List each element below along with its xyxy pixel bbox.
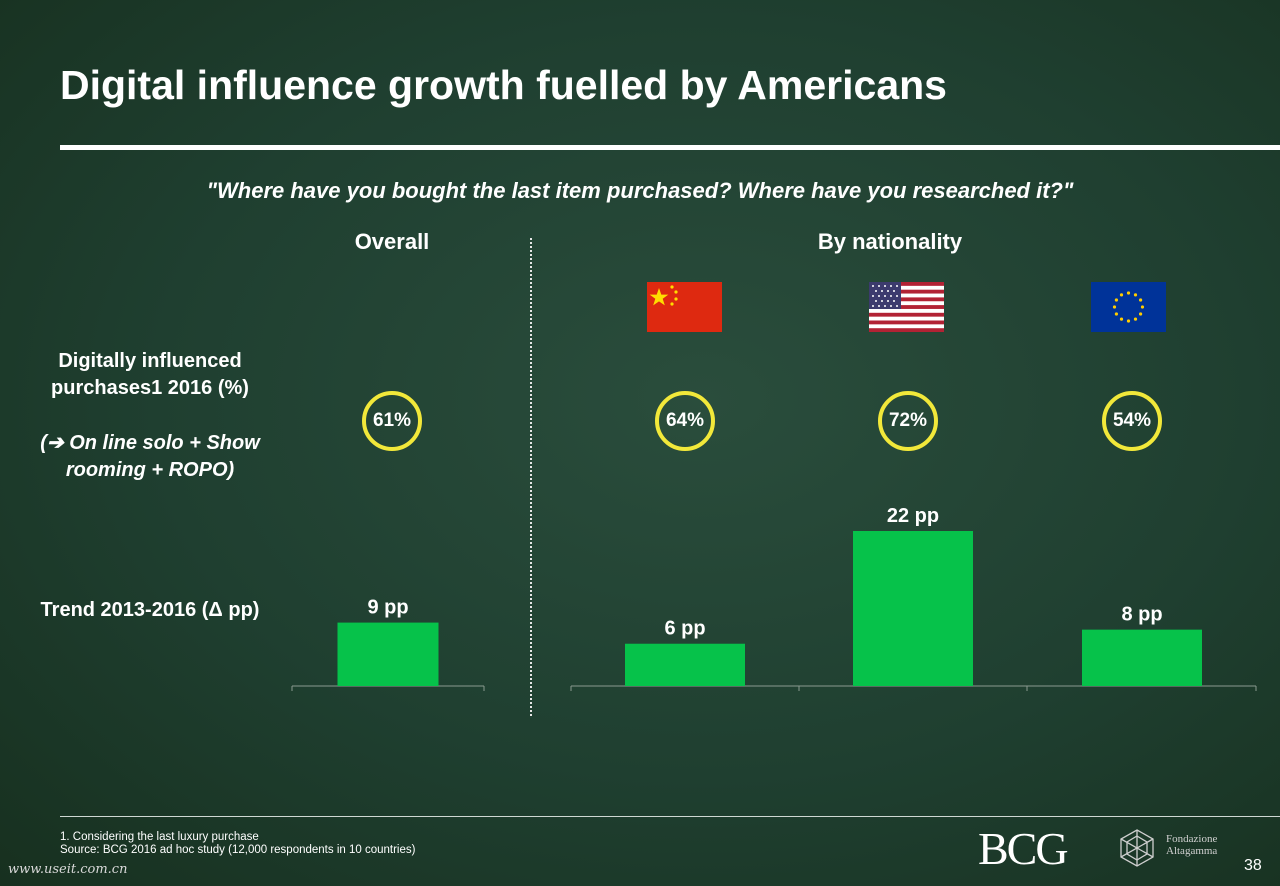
title-rule (60, 145, 1280, 150)
section-divider (530, 238, 532, 716)
usa-percentage-badge: 72% (878, 391, 938, 451)
eu-flag-icon (1091, 282, 1166, 332)
bar-china (625, 643, 745, 686)
overall-header: Overall (354, 229, 430, 254)
footnote-line-1: 1. Considering the last luxury purchase (60, 831, 259, 843)
overall-percentage-badge: 61% (362, 391, 422, 451)
page-number: 38 (1244, 857, 1262, 874)
bar-usa (853, 531, 973, 686)
bar-label-china: 6 pp (664, 618, 705, 640)
survey-question: "Where have you bought the last item pur… (206, 178, 1074, 203)
bar-label-usa: 22 pp (887, 505, 939, 527)
fondazione-altagamma-text: Fondazione Altagamma (1166, 833, 1218, 857)
trend-label: Trend 2013-2016 (Δ pp) (40, 599, 260, 621)
china-percentage-badge: 64% (655, 391, 715, 451)
page-title: Digital influence growth fuelled by Amer… (60, 62, 947, 108)
footnote: 1. Considering the last luxury purchase … (60, 831, 415, 857)
bar-overall (337, 622, 439, 686)
watermark: www.useit.com.cn (8, 862, 128, 877)
footnote-source: Source: BCG 2016 ad hoc study (12,000 re… (60, 844, 416, 856)
footer-rule (60, 816, 1280, 817)
europe-percentage-badge: 54% (1102, 391, 1162, 451)
digital-influence-note: (➔ On line solo + Show rooming + ROPO) (40, 432, 260, 481)
china-flag-icon (647, 282, 722, 332)
usa-flag-icon (869, 282, 944, 332)
by-nationality-header: By nationality (817, 229, 963, 254)
bar-label-europe: 8 pp (1121, 604, 1162, 626)
fondazione-altagamma-logo-icon (1120, 829, 1154, 867)
bar-europe (1082, 629, 1202, 686)
bar-label-overall: 9 pp (367, 597, 408, 619)
bcg-logo: BCG (978, 823, 1069, 874)
digital-influence-label: Digitally influenced purchases1 2016 (%) (51, 350, 249, 399)
